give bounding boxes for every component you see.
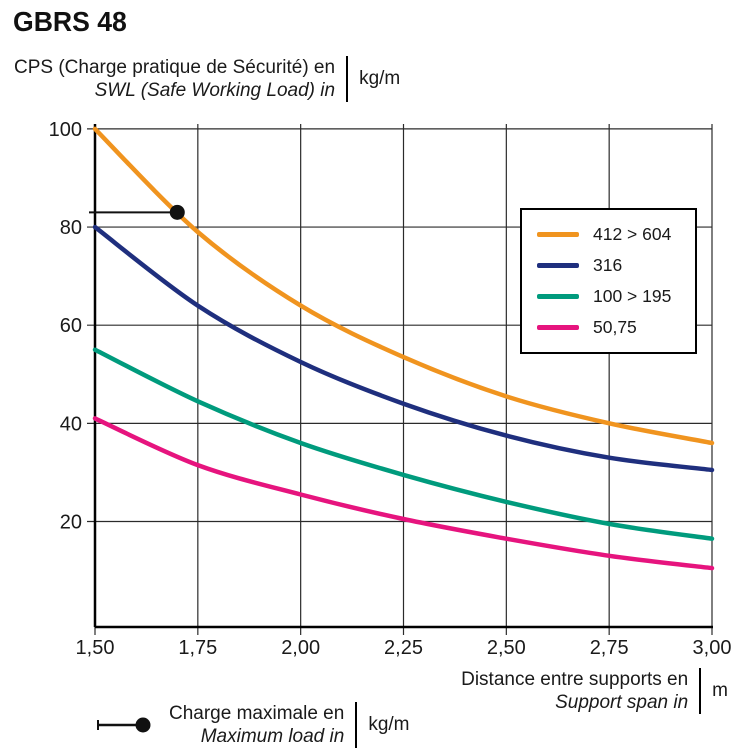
svg-text:2,50: 2,50 [487, 637, 526, 659]
series-swatch [537, 294, 579, 299]
divider-bar [699, 668, 702, 714]
svg-text:1,50: 1,50 [76, 637, 115, 659]
svg-text:80: 80 [60, 217, 82, 239]
y-axis-label-en: SWL (Safe Working Load) in [94, 80, 336, 101]
y-axis-unit: kg/m [359, 68, 401, 89]
x-axis-label-en: Support span in [555, 692, 689, 713]
chart-legend: 412 > 604 316 100 > 195 50,75 [520, 208, 697, 354]
max-load-marker-icon [97, 717, 151, 733]
y-axis-label-block: CPS (Charge pratique de Sécurité) en SWL… [14, 56, 400, 102]
svg-text:100: 100 [49, 119, 82, 141]
page-title: GBRS 48 [13, 6, 127, 37]
series-swatch [537, 232, 579, 237]
divider-bar [346, 56, 349, 102]
legend-item: 50,75 [537, 312, 689, 343]
series-swatch [537, 325, 579, 330]
x-axis-label-fr: Distance entre supports en [461, 669, 689, 690]
y-axis-label: CPS (Charge pratique de Sécurité) en SWL… [14, 56, 335, 102]
max-load-label: Charge maximale en Maximum load in [169, 702, 344, 748]
svg-text:2,00: 2,00 [281, 637, 320, 659]
legend-item: 100 > 195 [537, 281, 689, 312]
series-swatch [537, 263, 579, 268]
svg-text:20: 20 [60, 511, 82, 533]
svg-text:2,75: 2,75 [590, 637, 629, 659]
max-load-legend: Charge maximale en Maximum load in kg/m [95, 702, 410, 748]
svg-text:40: 40 [60, 413, 82, 435]
x-axis-label-block: Distance entre supports en Support span … [461, 668, 728, 714]
max-load-label-fr: Charge maximale en [169, 703, 345, 724]
legend-label: 316 [593, 255, 623, 275]
chart-area: 1,50 1,75 2,00 2,25 2,50 2,75 3,00 20 40 60 80 100 … [0, 112, 753, 678]
chart-svg: 1,50 1,75 2,00 2,25 2,50 2,75 3,00 20 40 60 80 100 [49, 119, 732, 659]
svg-text:3,00: 3,00 [693, 637, 732, 659]
max-load-label-en: Maximum load in [200, 726, 345, 747]
max-load-label-block: Charge maximale en Maximum load in kg/m [169, 702, 410, 748]
legend-label: 100 > 195 [593, 286, 672, 306]
legend-item: 316 [537, 250, 689, 281]
divider-bar [355, 702, 358, 748]
legend-item: 412 > 604 [537, 219, 689, 250]
x-axis-unit: m [712, 680, 728, 701]
svg-text:2,25: 2,25 [384, 637, 423, 659]
x-axis-label: Distance entre supports en Support span … [461, 668, 688, 714]
max-load-unit: kg/m [368, 714, 410, 735]
legend-label: 412 > 604 [593, 224, 672, 244]
legend-label: 50,75 [593, 317, 637, 337]
svg-text:1,75: 1,75 [178, 637, 217, 659]
svg-text:60: 60 [60, 315, 82, 337]
y-axis-label-fr: CPS (Charge pratique de Sécurité) en [14, 57, 336, 78]
